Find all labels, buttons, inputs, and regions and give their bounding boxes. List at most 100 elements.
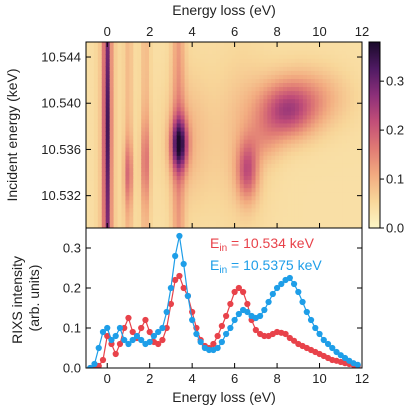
heatmap-cell (271, 163, 276, 168)
heatmap-cell (306, 82, 312, 88)
heatmap-cell (101, 62, 107, 67)
heatmap-cell (93, 74, 99, 79)
heatmap-cell (129, 215, 134, 221)
heatmap-cell (164, 135, 170, 140)
heatmap-cell (121, 102, 127, 108)
heatmap-cell (267, 62, 272, 67)
heatmap-cell (263, 163, 268, 168)
heatmap-cell (334, 102, 339, 108)
heatmap-cell (168, 147, 174, 152)
heatmap-cell (326, 219, 332, 225)
heatmap-cell (294, 175, 300, 181)
heatmap-cell (231, 46, 237, 51)
heatmap-cell (93, 70, 99, 75)
heatmap-cell (164, 219, 170, 225)
heatmap-cell (227, 62, 233, 67)
heatmap-cell (89, 171, 95, 177)
heatmap-cell (97, 199, 103, 205)
heatmap-cell (259, 90, 265, 96)
heatmap-cell (227, 98, 233, 104)
heatmap-cell (160, 191, 166, 197)
heatmap-cell (259, 155, 265, 160)
heatmap-cell (306, 183, 312, 189)
heatmap-x-tick-label: 4 (189, 24, 196, 39)
heatmap-cell (342, 223, 347, 228)
heatmap-cell (97, 110, 103, 116)
heatmap-cell (247, 171, 253, 177)
heatmap-cell (101, 114, 107, 120)
heatmap-cell (105, 74, 111, 79)
data-point-blue (112, 332, 119, 340)
heatmap-cell (204, 102, 209, 108)
heatmap-cell (129, 143, 134, 148)
heatmap-cell (93, 195, 99, 201)
heatmap-cell (220, 167, 225, 172)
heatmap-cell (129, 159, 134, 164)
heatmap-cell (239, 118, 245, 124)
heatmap-cell (294, 62, 300, 67)
heatmap-cell (220, 179, 225, 185)
heatmap-cell (93, 139, 99, 144)
heatmap-cell (294, 203, 300, 209)
data-point-red (227, 300, 234, 308)
heatmap-cell (291, 175, 296, 181)
heatmap-cell (227, 106, 233, 112)
heatmap-cell (93, 94, 99, 100)
heatmap-cell (196, 199, 201, 205)
heatmap-cell (318, 143, 324, 148)
heatmap-cell (294, 171, 300, 177)
heatmap-cell (97, 191, 103, 197)
heatmap-cell (200, 50, 205, 55)
heatmap-cell (243, 74, 249, 79)
heatmap-cell (86, 70, 91, 75)
heatmap-cell (338, 179, 343, 185)
heatmap-cell (235, 147, 241, 152)
heatmap-cell (231, 118, 237, 124)
heatmap-cell (326, 130, 332, 136)
heatmap-cell (125, 155, 130, 160)
spectra-x-tick-label: 0 (104, 371, 111, 386)
heatmap-cell (220, 86, 225, 92)
heatmap-cell (279, 215, 284, 221)
heatmap-cell (160, 114, 166, 120)
heatmap-cell (350, 135, 355, 140)
heatmap-cell (267, 70, 272, 75)
heatmap-cell (149, 54, 154, 59)
heatmap-cell (101, 187, 107, 193)
heatmap-cell (168, 78, 174, 84)
heatmap-cell (342, 82, 347, 88)
heatmap-cell (358, 191, 362, 197)
heatmap-cell (137, 191, 142, 197)
heatmap-cell (180, 130, 186, 136)
heatmap-cell (283, 147, 288, 152)
heatmap-cell (153, 139, 158, 144)
heatmap-cell (86, 106, 91, 112)
heatmap-cell (235, 211, 241, 217)
heatmap-cell (129, 66, 134, 71)
heatmap-cell (125, 171, 130, 177)
heatmap-cell (212, 151, 217, 156)
heatmap-cell (176, 199, 182, 205)
heatmap-cell (354, 78, 359, 84)
heatmap-cell (133, 191, 138, 197)
heatmap-cell (279, 223, 284, 228)
heatmap-cell (168, 118, 174, 124)
heatmap-cell (109, 219, 115, 225)
heatmap-cell (294, 122, 300, 128)
heatmap-cell (117, 58, 123, 63)
heatmap-cell (200, 175, 205, 181)
heatmap-cell (184, 54, 190, 59)
heatmap-cell (208, 203, 213, 209)
heatmap-cell (105, 179, 111, 185)
heatmap-cell (137, 42, 142, 47)
heatmap-cell (117, 98, 123, 104)
heatmap-cell (97, 50, 103, 55)
heatmap-cell (97, 122, 103, 128)
heatmap-cell (89, 118, 95, 124)
heatmap-cell (109, 98, 115, 104)
heatmap-cell (176, 135, 182, 140)
heatmap-cell (231, 86, 237, 92)
heatmap-cell (86, 171, 91, 177)
heatmap-cell (287, 191, 292, 197)
heatmap-cell (310, 187, 316, 193)
